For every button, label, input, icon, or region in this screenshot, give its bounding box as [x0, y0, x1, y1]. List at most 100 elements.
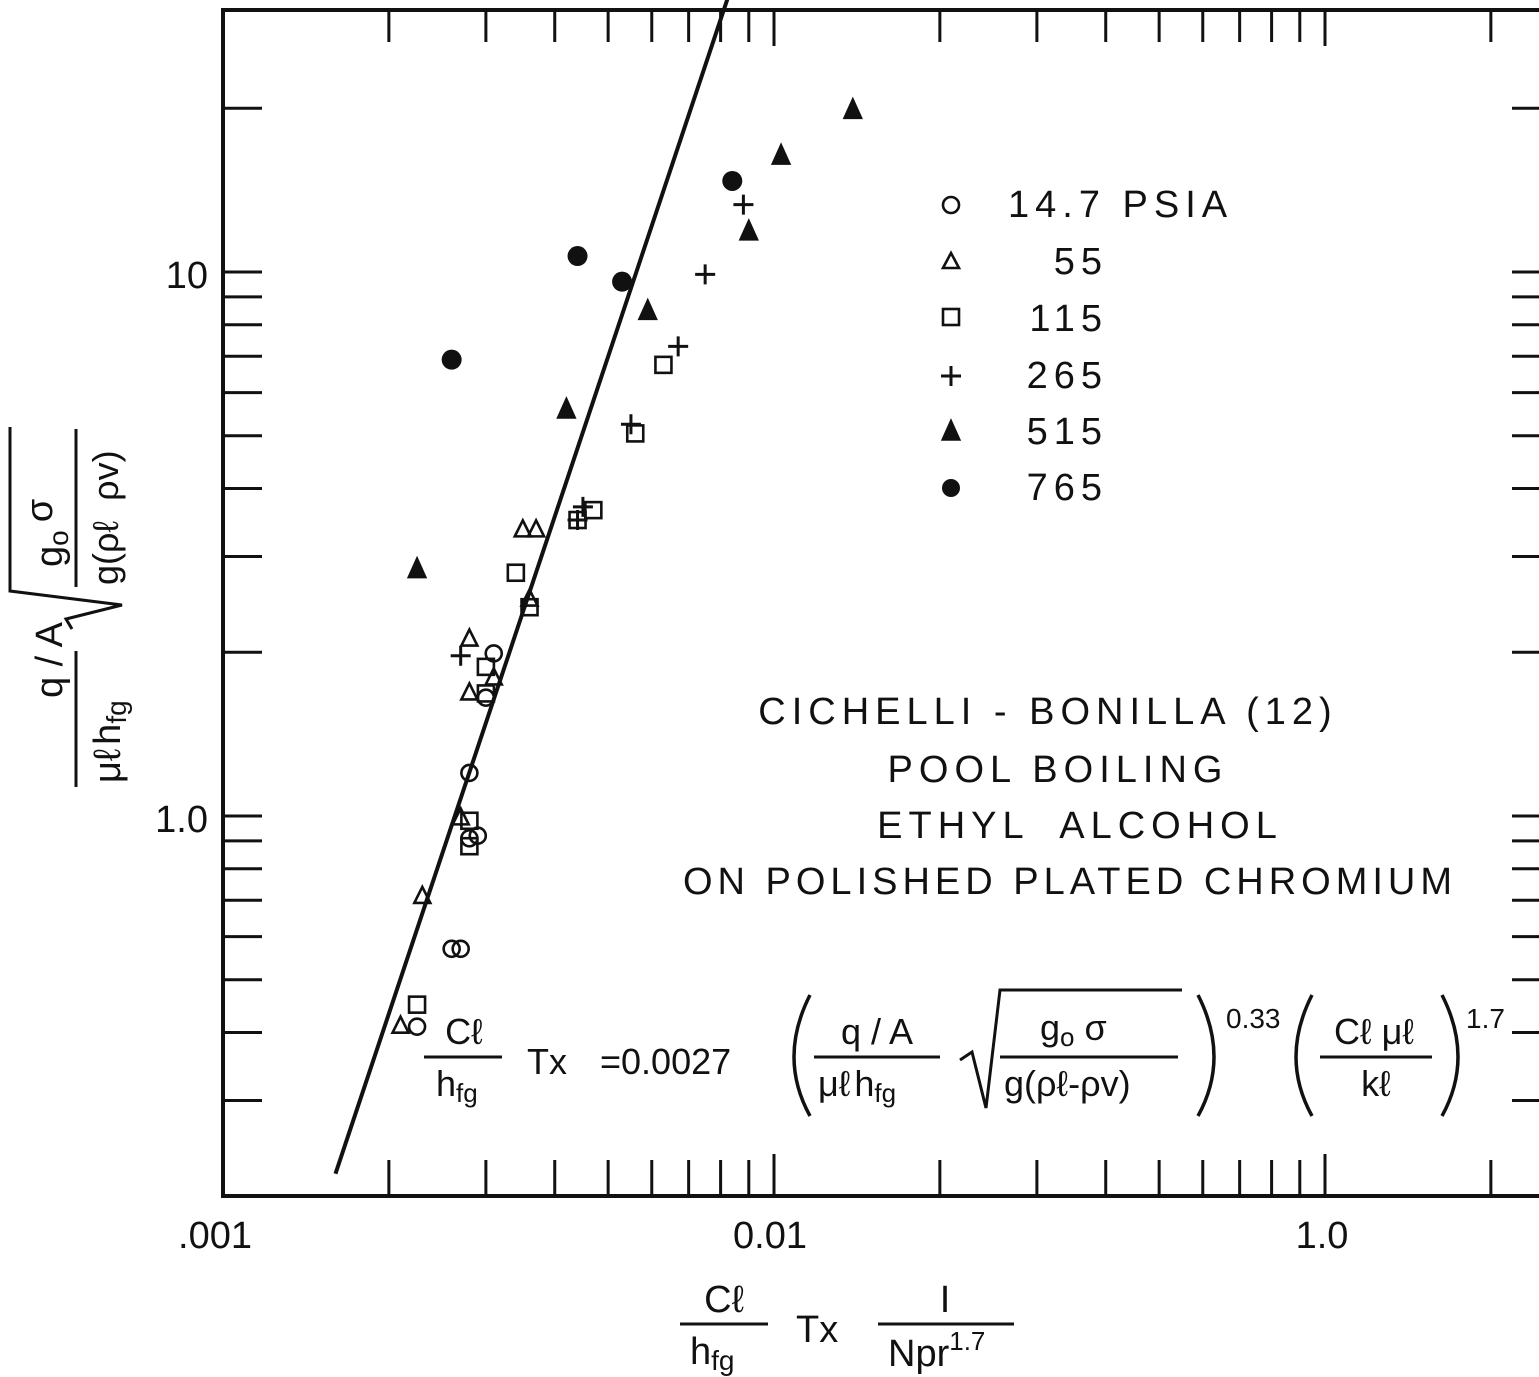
data-point-filled-triangle: [738, 218, 759, 241]
equation-sqrt: [959, 988, 1182, 1109]
y-tick-labels: 10 1.0: [155, 255, 208, 841]
equation-paren-right-1: [1196, 994, 1216, 1117]
data-point-open-square: [654, 355, 673, 375]
data-point-open-circle: [407, 1017, 427, 1036]
data-point-open-circle: [460, 763, 479, 783]
equation-paren-left-1: [792, 994, 812, 1117]
x-label-tx: Tx: [796, 1309, 838, 1351]
data-point-filled-triangle: [637, 297, 658, 321]
x-tick-labels: .001 0.01 1.0: [178, 1215, 1348, 1257]
data-point-plus: [733, 194, 754, 215]
annotation: CICHELLI - BONILLA (12) POOL BOILING ETH…: [683, 691, 1457, 903]
data-point-open-square: [460, 811, 479, 831]
data-point-plus: [572, 496, 593, 517]
x-tick-label: .001: [178, 1215, 252, 1257]
legend-marker-open-triangle: [940, 250, 962, 270]
legend-marker-open-circle: [941, 195, 961, 215]
data-point-filled-triangle: [406, 555, 428, 579]
equation-g-rho: g(ρℓ-ρv): [1004, 1063, 1131, 1104]
data-point-open-circle: [476, 688, 496, 707]
legend-item: 515: [940, 411, 1108, 453]
legend-item: 765: [942, 467, 1108, 509]
data-point-open-square: [584, 500, 603, 520]
data-point-filled-circle: [722, 170, 743, 191]
data-point-filled-circle: [441, 349, 462, 370]
data-point-open-circle: [451, 939, 470, 959]
data-point-filled-circle: [612, 271, 633, 292]
data-point-open-triangle: [412, 884, 433, 905]
x-axis-label: Cℓ hfg Tx I Npr1.7: [680, 1279, 1014, 1376]
data-point-open-circle: [442, 939, 461, 959]
data-point-open-square: [476, 657, 496, 677]
equation-kl: kℓ: [1361, 1063, 1391, 1104]
data-point-open-triangle: [512, 517, 533, 538]
legend-item: 265: [941, 355, 1108, 397]
legend-marker-filled-circle: [942, 479, 960, 497]
equation-exponent-2: 1.7: [1466, 1003, 1505, 1034]
x-tick-label: 0.01: [733, 1215, 807, 1257]
legend-label: 765: [1027, 467, 1108, 509]
x-label-cl: Cℓ: [704, 1279, 744, 1321]
annotation-line: POOL BOILING: [888, 749, 1229, 791]
data-point-filled-triangle: [770, 142, 792, 165]
annotation-line: CICHELLI - BONILLA (12): [758, 691, 1337, 733]
legend-label: 55: [1054, 241, 1108, 283]
equation-paren-left-2: [1294, 994, 1314, 1117]
data-point-plus: [620, 414, 641, 435]
y-label-g0-sigma: goσ: [19, 499, 74, 567]
data-point-open-triangle: [525, 517, 547, 538]
legend-label: 265: [1027, 355, 1108, 397]
equation-g0-sigma: go σ: [1040, 1007, 1107, 1052]
equation-cl: Cℓ: [445, 1011, 483, 1052]
y-label-q-over-a: q / A: [29, 621, 71, 698]
data-point-open-triangle: [390, 1013, 411, 1034]
equation-coefficient: =0.0027: [600, 1041, 731, 1082]
data-point-open-triangle: [459, 680, 480, 701]
equation-exponent-1: 0.33: [1226, 1003, 1281, 1034]
x-label-hfg: hfg: [690, 1331, 735, 1376]
equation-tx: Tx: [527, 1041, 567, 1082]
x-tick-label: 1.0: [1296, 1215, 1349, 1257]
data-point-open-square: [407, 995, 427, 1014]
legend-item: 55: [940, 241, 1108, 283]
equation-mu-hfg: μℓ hfg: [818, 1063, 896, 1108]
data-point-plus: [668, 336, 689, 357]
data-point-filled-circle: [567, 246, 588, 267]
legend-marker-open-square: [941, 307, 961, 327]
equation: Cℓ hfg Tx =0.0027 q / A μℓ hfg go σ g(ρℓ-ρ…: [424, 988, 1505, 1117]
data-point-plus: [567, 510, 588, 531]
legend-label: 515: [1027, 411, 1108, 453]
x-label-one: I: [940, 1279, 951, 1321]
y-label-sqrt: [8, 427, 123, 630]
equation-hfg: hfg: [436, 1063, 478, 1108]
y-label-mu-hfg: μℓhfg: [87, 700, 132, 783]
plot-frame: [221, 8, 1539, 1198]
x-label-npr: Npr1.7: [888, 1326, 985, 1375]
legend-label: 14.7 PSIA: [1008, 184, 1233, 226]
legend-label: 115: [1029, 298, 1108, 340]
data-point-open-square: [476, 684, 496, 703]
annotation-line: ON POLISHED PLATED CHROMIUM: [683, 861, 1457, 903]
equation-cl-mul: Cℓ μℓ: [1334, 1011, 1414, 1052]
axis-ticks: [221, 10, 1539, 1196]
legend-marker-plus: [941, 366, 961, 386]
y-axis-label: q / A μℓhfg goσ g(ρℓ ρv): [8, 427, 132, 787]
legend-item: 115: [941, 298, 1108, 340]
data-points: [390, 96, 863, 1036]
legend: 14.7 PSIA 55 115 265 515 765: [940, 184, 1233, 509]
equation-q-over-a: q / A: [841, 1011, 913, 1052]
legend-item: 14.7 PSIA: [941, 184, 1233, 226]
data-point-plus: [450, 645, 471, 666]
y-tick-label: 1.0: [155, 799, 208, 841]
data-point-open-square: [520, 597, 539, 617]
y-label-g-rho: g(ρℓ ρv): [85, 450, 126, 585]
data-point-filled-triangle: [842, 96, 863, 120]
equation-paren-right-2: [1440, 994, 1460, 1117]
fit-line: [333, 0, 730, 1175]
annotation-line: ETHYL ALCOHOL: [877, 805, 1283, 847]
y-tick-label: 10: [166, 255, 208, 297]
data-point-open-triangle: [459, 626, 480, 647]
data-point-open-triangle: [519, 586, 540, 607]
data-point-plus: [695, 264, 716, 285]
